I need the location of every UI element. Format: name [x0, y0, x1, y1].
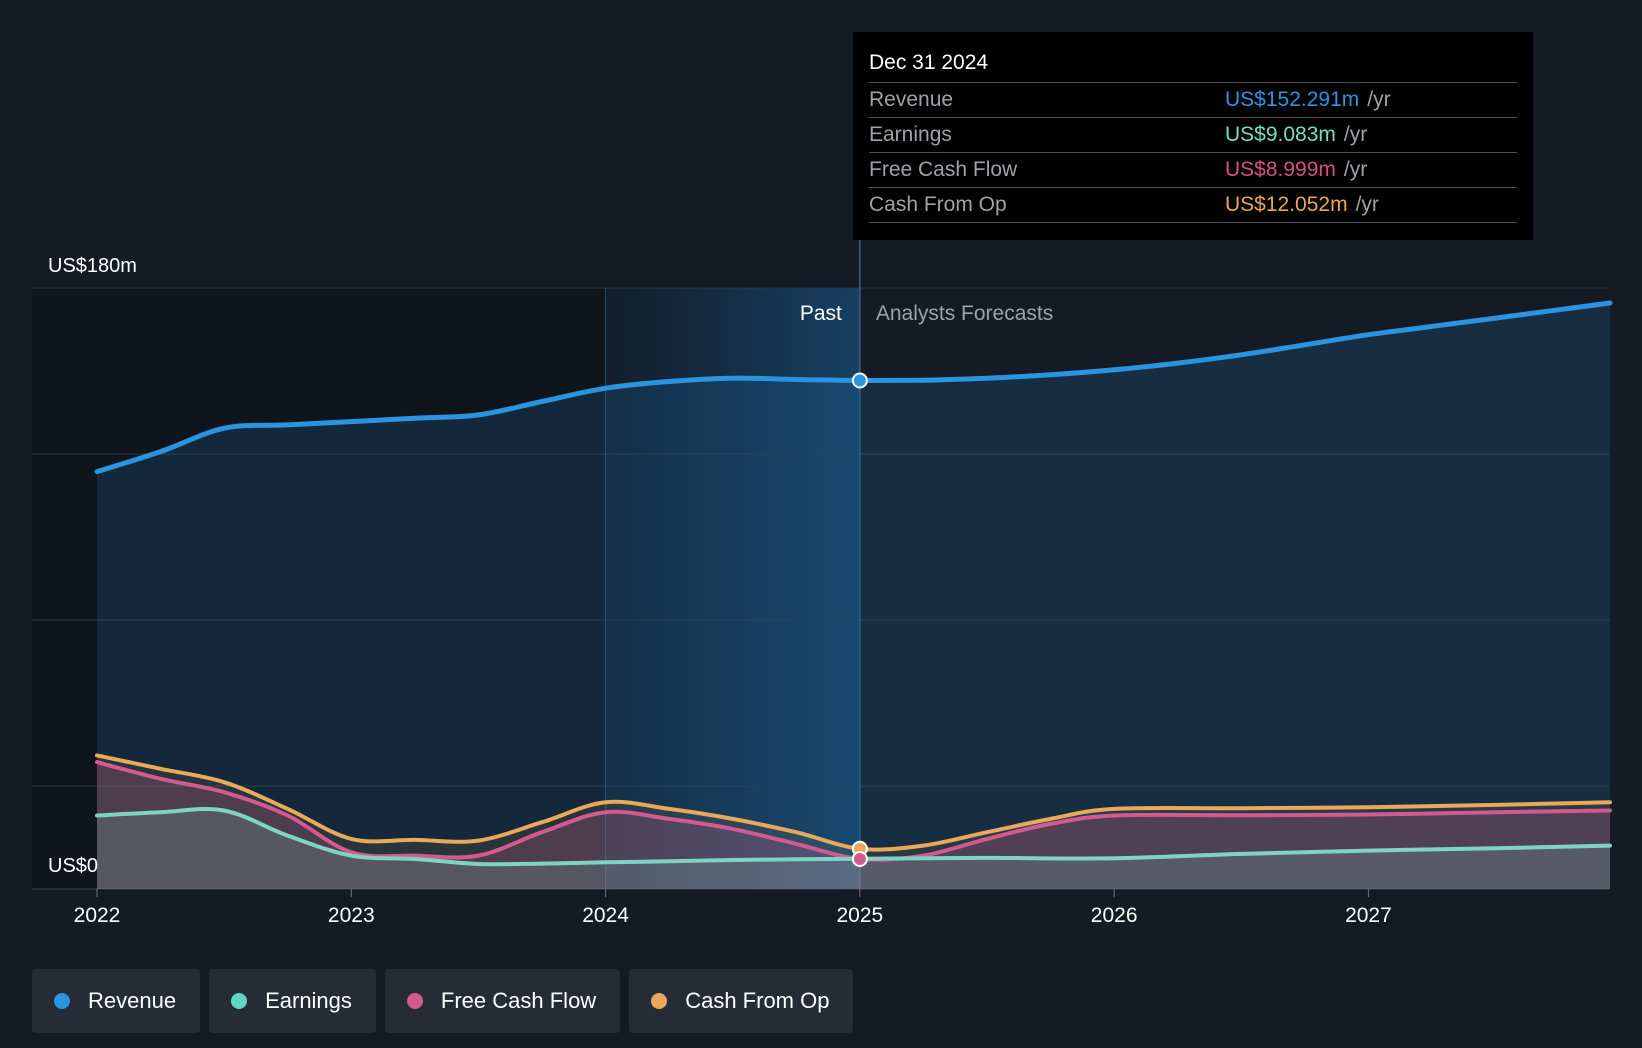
tooltip-value: US$8.999m	[1225, 158, 1336, 181]
tooltip-value: US$152.291m	[1225, 88, 1360, 111]
series-line-earnings	[95, 807, 1612, 867]
tooltip-row-cash-from-op: Cash From Op US$12.052m /yr	[869, 187, 1517, 223]
legend-label: Cash From Op	[685, 988, 830, 1013]
tooltip-label: Revenue	[869, 88, 954, 111]
x-tick-label: 2026	[1091, 904, 1138, 927]
legend-label: Earnings	[265, 988, 352, 1013]
tooltip-value: US$9.083m	[1225, 123, 1336, 146]
legend-item-cash-from-op[interactable]: Cash From Op	[629, 969, 854, 1033]
tooltip-label: Free Cash Flow	[869, 158, 1018, 181]
forecast-label: Analysts Forecasts	[876, 302, 1053, 325]
highlight-region	[605, 288, 860, 889]
x-tick-label: 2027	[1345, 904, 1392, 927]
tooltip-unit: /yr	[1367, 88, 1391, 111]
legend-label: Revenue	[88, 988, 177, 1013]
tooltip-label: Cash From Op	[869, 193, 1007, 216]
tooltip-row-revenue: Revenue US$152.291m /yr	[869, 82, 1517, 117]
legend-dot-icon	[54, 993, 70, 1009]
y-bottom-label: US$0	[48, 855, 98, 877]
tooltip-value: US$12.052m	[1225, 193, 1348, 216]
series-area-revenue	[97, 303, 1610, 889]
tooltip-row-earnings: Earnings US$9.083m /yr	[869, 117, 1517, 152]
tooltip-row-free-cash-flow: Free Cash Flow US$8.999m /yr	[869, 152, 1517, 187]
tooltip-unit: /yr	[1343, 123, 1368, 146]
x-tick-label: 2024	[582, 904, 629, 927]
legend-dot-icon	[231, 993, 248, 1009]
tooltip-unit: /yr	[1355, 193, 1379, 216]
x-tick-label: 2023	[328, 904, 375, 927]
chart-area: US$180m US$0 Past Analysts Forecasts 2022 202…	[32, 240, 1613, 927]
x-tick-label: 2022	[74, 904, 121, 927]
legend-item-revenue[interactable]: Revenue	[32, 969, 201, 1033]
series-line-cash-from-op	[95, 753, 1612, 852]
tooltip-date: Dec 31 2024	[869, 51, 989, 74]
marker-revenue	[851, 372, 868, 389]
legend-dot-icon	[406, 993, 423, 1009]
legend: Revenue Earnings Free Cash Flow Cash Fro…	[32, 969, 854, 1033]
x-tick-label: 2025	[836, 904, 883, 927]
tooltip: Dec 31 2024 Revenue US$152.291m /yr Earn…	[853, 32, 1533, 240]
series-line-free-cash-flow	[95, 760, 1612, 862]
legend-label: Free Cash Flow	[440, 988, 597, 1013]
y-top-label: US$180m	[48, 255, 137, 277]
series-area-earnings	[97, 808, 1610, 889]
legend-item-free-cash-flow[interactable]: Free Cash Flow	[384, 969, 621, 1033]
tooltip-label: Earnings	[869, 123, 952, 146]
legend-item-earnings[interactable]: Earnings	[209, 969, 376, 1033]
past-label: Past	[800, 302, 842, 325]
marker-free-cash-flow	[851, 850, 868, 867]
legend-dot-icon	[651, 993, 668, 1009]
tooltip-unit: /yr	[1343, 158, 1368, 181]
